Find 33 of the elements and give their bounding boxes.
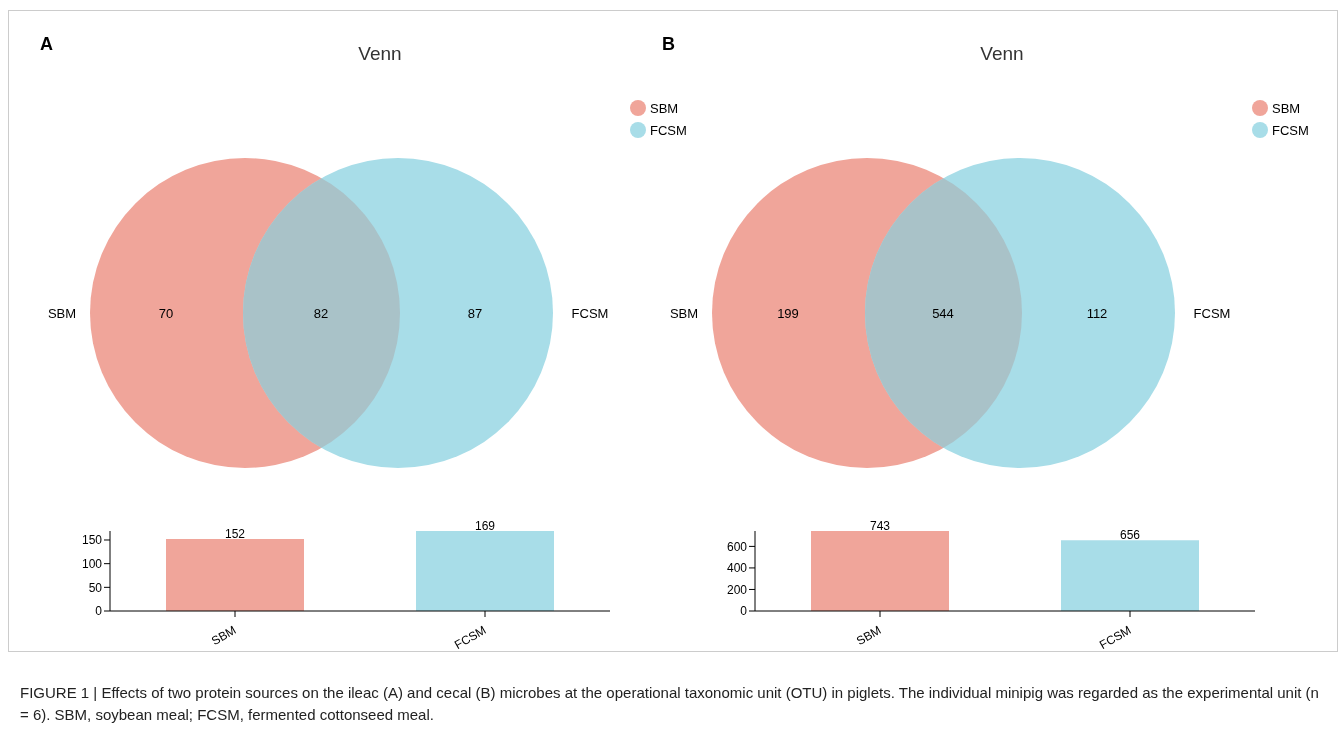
y-tick-label: 150 — [81, 533, 103, 548]
y-tick-label: 50 — [88, 580, 103, 595]
y-tick-label: 200 — [726, 582, 748, 597]
y-tick-label: 600 — [726, 539, 748, 554]
data-label: 656 — [1119, 528, 1141, 543]
category-label: FCSM — [571, 306, 609, 321]
data-label: 82 — [313, 306, 329, 321]
text: Venn — [358, 43, 402, 64]
category-label: SBM — [669, 306, 699, 321]
data-label: 169 — [474, 519, 496, 533]
y-tick-label: 0 — [740, 604, 748, 619]
category-label: SBM — [650, 101, 679, 116]
category-label: FCSM — [1272, 123, 1309, 138]
category-label: FCSM — [650, 123, 687, 138]
data-label: 199 — [777, 306, 799, 321]
text: B — [662, 34, 675, 54]
data-label: 87 — [467, 306, 483, 321]
x-tick-label: SBM — [853, 622, 884, 649]
category-label: SBM — [1272, 101, 1301, 116]
text: A — [40, 34, 53, 54]
text: Venn — [980, 43, 1024, 64]
category-label: SBM — [47, 306, 77, 321]
data-label: 112 — [1086, 306, 1108, 321]
y-tick-label: 100 — [81, 556, 103, 571]
x-tick-label: SBM — [208, 622, 239, 649]
y-tick-label: 400 — [726, 561, 748, 576]
data-label: 152 — [224, 527, 246, 542]
data-label: 70 — [158, 306, 174, 321]
data-label: 743 — [869, 519, 891, 533]
data-label: 544 — [932, 306, 954, 321]
caption: FIGURE 1 | Effects of two protein sources on the ileac (A) and cecal (B) microbes at the operational taxonomic unit (OTU) in piglets. The individual minipig was regarded as the experimental unit (n = 6). SBM, soybean meal; FCSM, fermented cottonseed meal. — [20, 683, 1320, 725]
y-tick-label: 0 — [95, 604, 103, 619]
category-label: FCSM — [1193, 306, 1231, 321]
